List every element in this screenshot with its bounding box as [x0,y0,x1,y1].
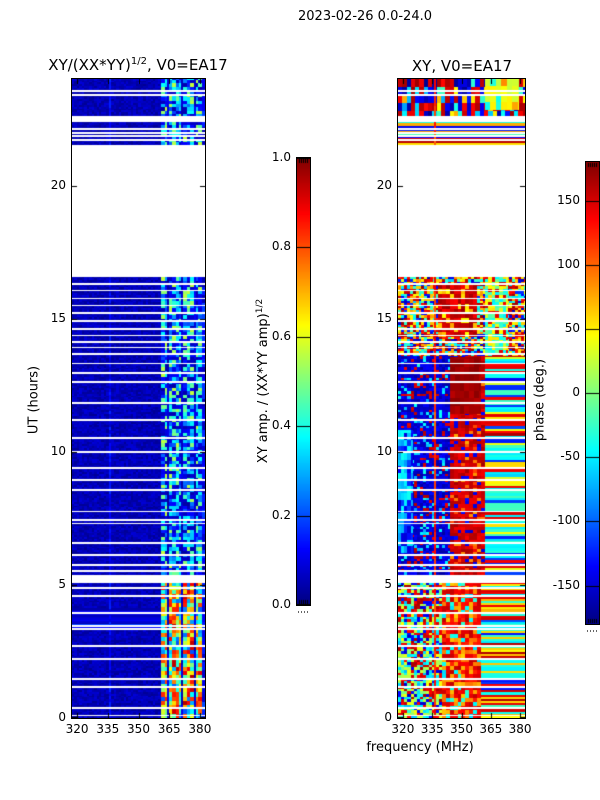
amp-colorbar-label: XY amp. / (XX*YY amp)1/2 [255,299,271,463]
amp-colorbar-underflow-dots [298,611,308,613]
phase-x-tick-label: 320 [391,722,415,736]
phase-colorbar-label: phase (deg.) [532,358,548,442]
amp-colorbar-tick-label: 0.6 [271,328,291,343]
panel-amp-title-main: XY/(XX*YY) [48,56,131,74]
panel-phase-title-main: XY, V0=EA17 [411,57,513,75]
phase-x-tick-label: 365 [479,722,503,736]
panel-amp-title-rest: , V0=EA17 [146,56,228,74]
amp-x-tick-label: 335 [96,722,120,736]
amp-x-tick-label: 350 [127,722,150,736]
amp-colorbar-tick-label: 0.4 [271,418,291,433]
frequency-axis-label: frequency (MHz) [366,740,474,755]
panel-amp-title-exponent: 1/2 [130,56,147,67]
phase-x-tick-label: 335 [420,722,444,736]
phase-colorbar-tick-label: -150 [552,577,580,592]
amp-colorbar-tick-label: 0.2 [271,507,291,522]
phase-y-tick-label: 0 [384,710,392,724]
phase-y-tick-label: 20 [376,177,392,192]
amp-y-tick-label: 15 [50,310,66,325]
panel-phase-title: XY, V0=EA17 [412,57,512,75]
amp-x-tick-label: 320 [65,722,89,736]
amp-y-tick-label: 10 [50,443,66,458]
amp-y-tick-label: 20 [50,177,66,192]
panel-amp-title: XY/(XX*YY)1/2, V0=EA17 [48,56,227,74]
phase-colorbar-tick-label: 0 [572,385,580,399]
ut-axis-label: UT (hours) [26,365,42,435]
amp-colorbar-tick-label: 0.8 [271,239,291,254]
phase-y-tick-label: 10 [376,443,392,458]
amp-x-tick-label: 365 [157,722,181,736]
phase-colorbar-tick-label: -50 [560,449,580,464]
amp-y-tick-label: 0 [58,710,66,724]
amp-colorbar-label-exponent: 1/2 [254,298,265,314]
phase-x-tick-label: 380 [508,722,532,736]
amp-y-tick-label: 5 [58,576,66,591]
phase-colorbar-tick-label: 50 [564,320,580,335]
figure-title: 2023-02-26 0.0-24.0 [298,9,432,24]
phase-colorbar [585,161,600,625]
amp-colorbar [296,157,311,606]
amp-colorbar-tick-label: 1.0 [271,150,291,164]
amp-spectrogram-heatmap [71,78,206,719]
amp-colorbar-label-main: XY amp. / (XX*YY amp) [256,313,272,464]
phase-colorbar-underflow-dots [587,630,597,632]
phase-y-tick-label: 5 [384,576,392,591]
phase-spectrogram-heatmap [397,78,526,719]
amp-x-tick-label: 380 [188,722,212,736]
amp-colorbar-tick-label: 0.0 [271,597,291,611]
phase-colorbar-tick-label: 100 [557,256,580,271]
phase-colorbar-tick-label: 150 [557,192,580,207]
phase-y-tick-label: 15 [376,310,392,325]
phase-colorbar-tick-label: -100 [552,513,580,528]
phase-x-tick-label: 350 [450,722,473,736]
